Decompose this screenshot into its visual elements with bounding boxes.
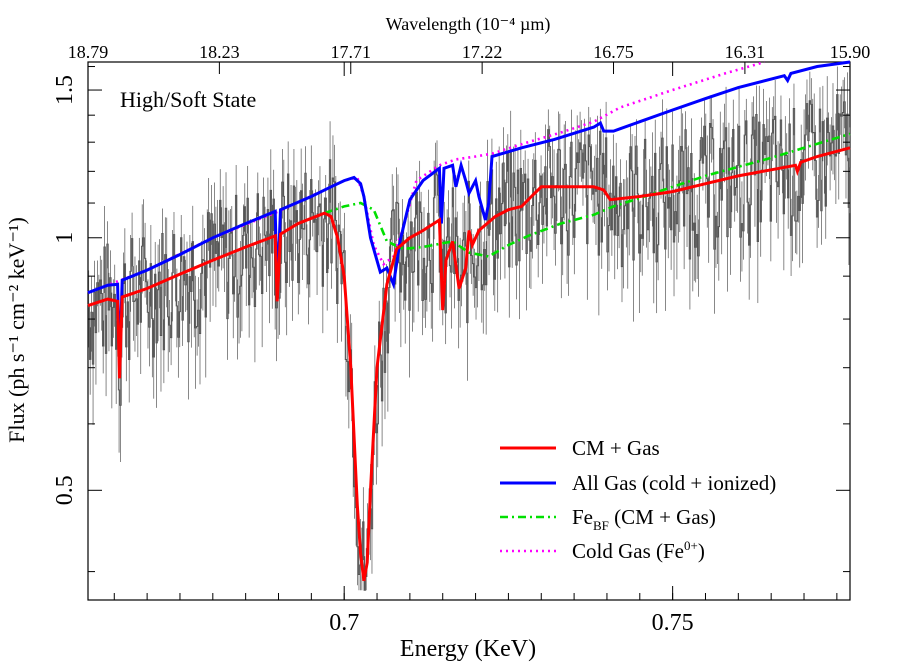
series-line xyxy=(87,60,851,368)
top-tick-label: 17.22 xyxy=(462,42,503,62)
annotation: High/Soft State xyxy=(120,87,256,112)
observed-data-histogram xyxy=(88,66,851,591)
observed-flux xyxy=(88,94,851,591)
y-tick-label: 1.5 xyxy=(52,75,78,105)
y-tick-label: 1 xyxy=(52,232,78,244)
axis-ticks: 0.7 0.75 0.5 1 1.5 18.79 18.23 17.71 17.22 16.75 1… xyxy=(52,42,870,636)
series-line xyxy=(87,146,851,582)
x-axis-label: Energy (KeV) xyxy=(400,636,536,662)
legend: CM + Gas All Gas (cold + ionized) FeBF (CM… xyxy=(500,436,776,563)
x-tick-label: 0.7 xyxy=(329,610,359,636)
top-tick-label: 18.79 xyxy=(68,42,109,62)
legend-label: Cold Gas (Fe0+) xyxy=(572,538,705,563)
x-tick-label: 0.75 xyxy=(652,610,694,636)
top-tick-label: 17.71 xyxy=(331,42,372,62)
top-axis-label: Wavelength (10⁻⁴ µm) xyxy=(386,14,551,35)
y-axis-label: Flux (ph s⁻¹ cm⁻² keV⁻¹) xyxy=(4,217,29,443)
y-tick-label: 0.5 xyxy=(52,475,78,505)
series-layer xyxy=(87,60,851,582)
plot-frame xyxy=(87,61,851,601)
top-tick-label: 18.23 xyxy=(199,42,240,62)
legend-label: All Gas (cold + ionized) xyxy=(572,471,776,495)
top-tick-label: 16.75 xyxy=(593,42,634,62)
top-tick-label: 16.31 xyxy=(725,42,766,62)
series-line xyxy=(324,132,851,258)
legend-label: FeBF (CM + Gas) xyxy=(572,505,716,533)
legend-label: CM + Gas xyxy=(572,436,660,460)
top-tick-label: 15.90 xyxy=(830,42,871,62)
